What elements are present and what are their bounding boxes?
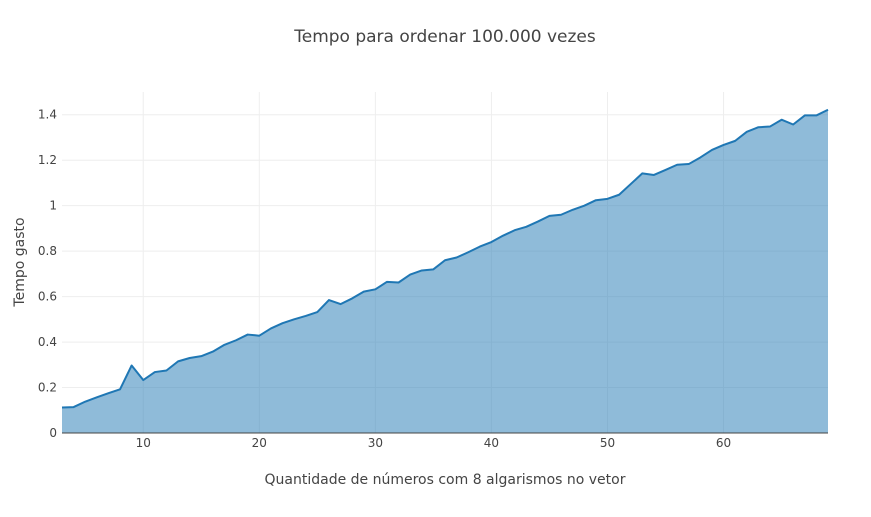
data-point[interactable]: [303, 313, 309, 319]
data-point[interactable]: [94, 394, 100, 400]
data-point[interactable]: [163, 367, 169, 373]
y-tick-label: 0.8: [38, 244, 57, 258]
data-point[interactable]: [477, 244, 483, 250]
data-point[interactable]: [604, 196, 610, 202]
data-point[interactable]: [256, 333, 262, 339]
data-point[interactable]: [558, 212, 564, 218]
data-point[interactable]: [651, 172, 657, 178]
y-axis-title: Tempo gasto: [12, 217, 28, 307]
data-point[interactable]: [129, 362, 135, 368]
y-tick-label: 0.2: [38, 381, 57, 395]
x-axis-ticks: 10 20 30 40 50 60: [136, 436, 732, 450]
y-tick-label: 0.4: [38, 335, 57, 349]
y-tick-label: 1: [49, 199, 57, 213]
data-point[interactable]: [779, 117, 785, 123]
data-point[interactable]: [465, 249, 471, 255]
chart-title: Tempo para ordenar 100.000 vezes: [293, 27, 596, 47]
data-point[interactable]: [187, 355, 193, 361]
data-point[interactable]: [280, 320, 286, 326]
data-point[interactable]: [802, 112, 808, 118]
data-point[interactable]: [813, 112, 819, 118]
data-point[interactable]: [105, 390, 111, 396]
data-point[interactable]: [488, 239, 494, 245]
data-point[interactable]: [175, 358, 181, 364]
data-point[interactable]: [291, 316, 297, 322]
data-point[interactable]: [221, 342, 227, 348]
data-point[interactable]: [639, 170, 645, 176]
data-point[interactable]: [140, 377, 146, 383]
plot-area[interactable]: [59, 107, 831, 434]
data-point[interactable]: [372, 286, 378, 292]
data-point[interactable]: [686, 161, 692, 167]
data-point[interactable]: [628, 181, 634, 187]
x-tick-label: 20: [252, 436, 267, 450]
data-point[interactable]: [442, 257, 448, 263]
data-point[interactable]: [732, 138, 738, 144]
data-point[interactable]: [338, 301, 344, 307]
data-point[interactable]: [535, 219, 541, 225]
data-point[interactable]: [430, 266, 436, 272]
data-point[interactable]: [674, 162, 680, 168]
y-tick-label: 0: [49, 426, 57, 440]
data-point[interactable]: [663, 167, 669, 173]
data-point[interactable]: [71, 404, 77, 410]
data-point[interactable]: [744, 129, 750, 135]
data-point[interactable]: [767, 124, 773, 130]
y-tick-label: 1.4: [38, 108, 57, 122]
data-point[interactable]: [245, 332, 251, 338]
data-point[interactable]: [721, 142, 727, 148]
data-point[interactable]: [117, 386, 123, 392]
data-point[interactable]: [500, 233, 506, 239]
data-point[interactable]: [709, 147, 715, 153]
x-tick-label: 60: [716, 436, 731, 450]
data-point[interactable]: [523, 224, 529, 230]
y-tick-label: 1.2: [38, 153, 57, 167]
data-point[interactable]: [512, 227, 518, 233]
data-point[interactable]: [314, 309, 320, 315]
x-tick-label: 30: [368, 436, 383, 450]
series-area-fill: [62, 109, 828, 433]
data-point[interactable]: [593, 197, 599, 203]
data-point[interactable]: [570, 207, 576, 213]
data-point[interactable]: [790, 122, 796, 128]
data-point[interactable]: [152, 369, 158, 375]
data-point[interactable]: [454, 255, 460, 261]
x-axis-title: Quantidade de números com 8 algarismos n…: [265, 472, 626, 488]
data-point[interactable]: [546, 213, 552, 219]
x-tick-label: 50: [600, 436, 615, 450]
data-point[interactable]: [210, 349, 216, 355]
data-point[interactable]: [349, 295, 355, 301]
x-tick-label: 40: [484, 436, 499, 450]
data-point[interactable]: [396, 280, 402, 286]
data-point[interactable]: [419, 267, 425, 273]
data-point[interactable]: [326, 297, 332, 303]
data-point[interactable]: [755, 124, 761, 130]
data-point[interactable]: [825, 107, 831, 113]
x-tick-label: 10: [136, 436, 151, 450]
data-point[interactable]: [198, 353, 204, 359]
y-axis-ticks: 0 0.2 0.4 0.6 0.8 1 1.2 1.4: [38, 108, 57, 440]
series-line[interactable]: [61, 108, 829, 409]
data-point[interactable]: [233, 337, 239, 343]
data-point[interactable]: [361, 289, 367, 295]
data-point[interactable]: [407, 272, 413, 278]
data-point[interactable]: [268, 325, 274, 331]
data-point[interactable]: [581, 203, 587, 209]
data-point[interactable]: [59, 405, 65, 411]
data-point[interactable]: [697, 154, 703, 160]
data-point[interactable]: [82, 399, 88, 405]
data-point[interactable]: [384, 279, 390, 285]
y-tick-label: 0.6: [38, 290, 57, 304]
data-point[interactable]: [616, 192, 622, 198]
